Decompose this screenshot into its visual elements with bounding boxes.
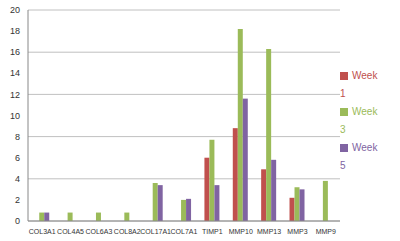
svg-text:COL6A3: COL6A3 (85, 228, 112, 235)
svg-text:2: 2 (15, 195, 20, 205)
svg-text:COL7A1: COL7A1 (171, 228, 198, 235)
svg-text:4: 4 (15, 174, 20, 184)
svg-text:14: 14 (10, 68, 20, 78)
svg-text:16: 16 (10, 47, 20, 57)
svg-text:6: 6 (15, 153, 20, 163)
svg-text:MMP3: MMP3 (287, 228, 307, 235)
svg-text:MMP10: MMP10 (229, 228, 253, 235)
svg-text:18: 18 (10, 26, 20, 36)
svg-text:MMP9: MMP9 (316, 228, 336, 235)
svg-text:COL3A1: COL3A1 (29, 228, 56, 235)
svg-text:TIMP1: TIMP1 (202, 228, 223, 235)
svg-text:12: 12 (10, 90, 20, 100)
svg-text:0: 0 (15, 216, 20, 226)
svg-text:COL4A5: COL4A5 (57, 228, 84, 235)
svg-text:8: 8 (15, 132, 20, 142)
svg-text:COL8A2: COL8A2 (114, 228, 141, 235)
svg-text:MMP13: MMP13 (257, 228, 281, 235)
svg-text:20: 20 (10, 5, 20, 15)
html-text:Week 3: Week 3 (340, 105, 378, 135)
svg-text:10: 10 (10, 111, 20, 121)
html-text:Week 5: Week 5 (340, 141, 378, 171)
html-text:Week 1: Week 1 (340, 69, 378, 99)
svg-text:COL17A1: COL17A1 (140, 228, 171, 235)
